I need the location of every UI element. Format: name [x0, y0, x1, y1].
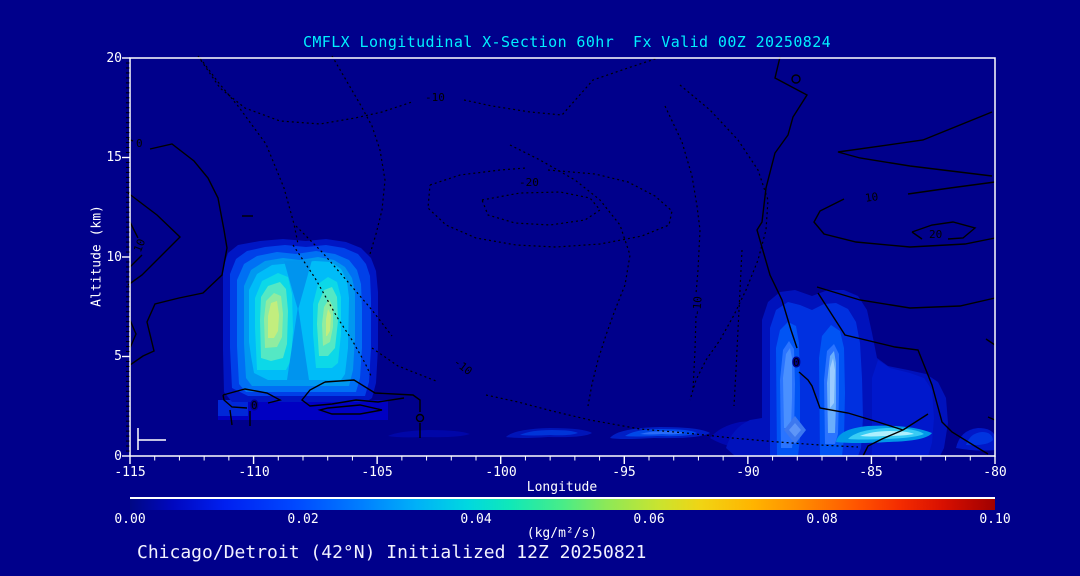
- colorbar-gradient: [130, 497, 995, 510]
- axis-ticks: [122, 57, 996, 464]
- colorbar-tick-label: 0.04: [460, 512, 492, 527]
- filled-contour-shading: [218, 239, 995, 456]
- x-tick-label: -110: [238, 465, 270, 480]
- contour-label: -10: [451, 355, 475, 377]
- y-tick-label: 0: [114, 449, 122, 464]
- x-tick-label: -100: [485, 465, 517, 480]
- x-tick-label: -80: [983, 465, 1007, 480]
- plot-svg: 0 10 0 0 10 20 -10 -20 -10 -10: [122, 55, 996, 464]
- colorbar-tick-label: 0.06: [633, 512, 665, 527]
- contour-label: 20: [929, 228, 942, 241]
- contour-label: -10: [425, 91, 445, 104]
- colorbar-unit-label: (kg/m²/s): [526, 526, 598, 541]
- contour-label: 10: [864, 190, 879, 205]
- colorbar-tick-label: 0.02: [287, 512, 319, 527]
- colorbar-tick-label: 0.08: [806, 512, 838, 527]
- x-axis-label: Longitude: [526, 480, 598, 495]
- colorbar-tick-label: 0.10: [979, 512, 1011, 527]
- colorbar-tick-label: 0.00: [114, 512, 146, 527]
- contour-label: 0: [136, 137, 143, 150]
- contour-value-labels: 0 10 0 0 10 20 -10 -20 -10 -10: [130, 90, 944, 414]
- y-tick-label: 10: [106, 250, 122, 265]
- contour-label: 0: [793, 356, 800, 369]
- plot-title: CMFLX Longitudinal X-Section 60hr Fx Val…: [302, 33, 832, 51]
- contour-label: -10: [690, 296, 705, 317]
- surface-marker: [137, 428, 166, 450]
- dotted-negative-contours: [197, 55, 859, 448]
- x-tick-label: -95: [612, 465, 636, 480]
- contour-label: 10: [131, 237, 148, 254]
- contour-label: -20: [519, 176, 539, 189]
- solid-positive-contours: [127, 56, 996, 457]
- y-tick-label: 15: [106, 150, 122, 165]
- x-tick-label: -90: [736, 465, 760, 480]
- contour-label: 0: [251, 399, 258, 412]
- x-tick-label: -115: [114, 465, 146, 480]
- y-tick-label: 5: [114, 349, 122, 364]
- y-tick-label: 20: [106, 51, 122, 66]
- x-tick-label: -105: [361, 465, 393, 480]
- x-tick-label: -85: [859, 465, 883, 480]
- station-init-label: Chicago/Detroit (42°N) Initialized 12Z 2…: [137, 542, 647, 563]
